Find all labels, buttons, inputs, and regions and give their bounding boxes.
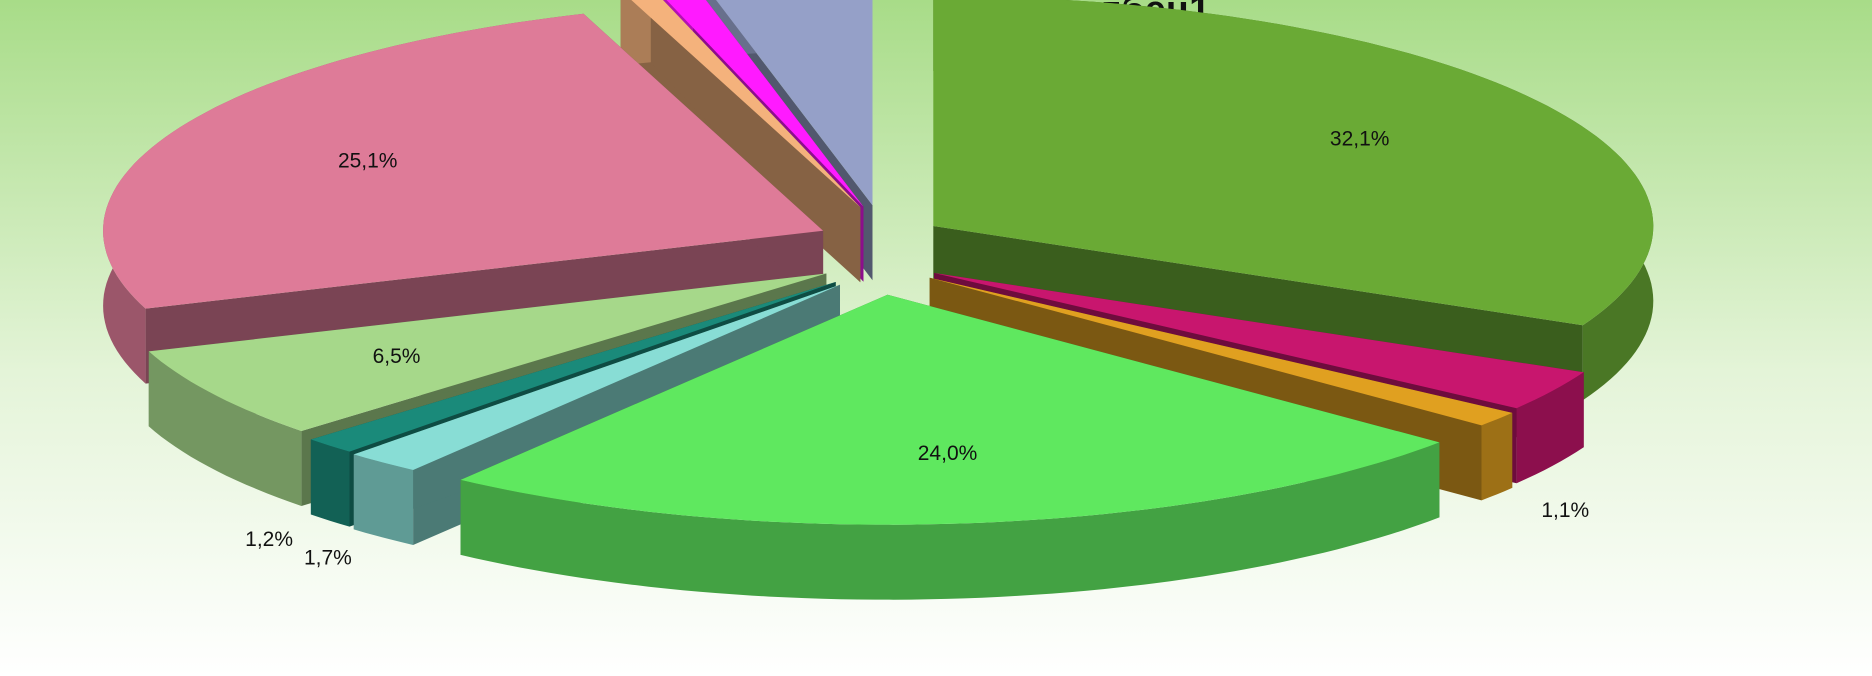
slice-wall xyxy=(310,439,350,527)
labels: 32,1%1,1%24,0%1,7%1,2%6,5%25,1%0,7%0,9%3… xyxy=(245,128,1589,570)
slice-side xyxy=(353,284,840,530)
slice-top xyxy=(934,273,1584,409)
pie-slice xyxy=(103,13,824,384)
slice-wall xyxy=(353,454,414,545)
slice-top xyxy=(933,0,1654,326)
data-label: 1,1% xyxy=(1541,499,1589,522)
slice-top xyxy=(631,0,861,208)
slice-top xyxy=(353,284,840,470)
slice-top xyxy=(716,0,873,206)
slice-top xyxy=(929,277,1513,426)
data-label: 6,5% xyxy=(373,345,421,368)
slice-top xyxy=(460,294,1440,525)
pie-slice xyxy=(460,294,1440,600)
slice-wall xyxy=(148,351,302,506)
slice-wall xyxy=(1481,412,1513,501)
slice-wall xyxy=(460,442,1440,600)
data-label: 1,2% xyxy=(245,528,293,551)
data-label: 1,7% xyxy=(304,546,352,569)
slice-wall xyxy=(1516,372,1584,484)
slice-top xyxy=(666,0,864,207)
pie xyxy=(103,0,1654,600)
slice-wall xyxy=(620,0,651,66)
slice-top xyxy=(310,282,836,452)
slice-side xyxy=(650,0,861,283)
data-label: 25,1% xyxy=(338,149,398,172)
data-label: 24,0% xyxy=(918,442,978,465)
slice-top xyxy=(148,273,827,431)
data-label: 32,1% xyxy=(1330,128,1390,151)
slice-top xyxy=(103,13,824,309)
